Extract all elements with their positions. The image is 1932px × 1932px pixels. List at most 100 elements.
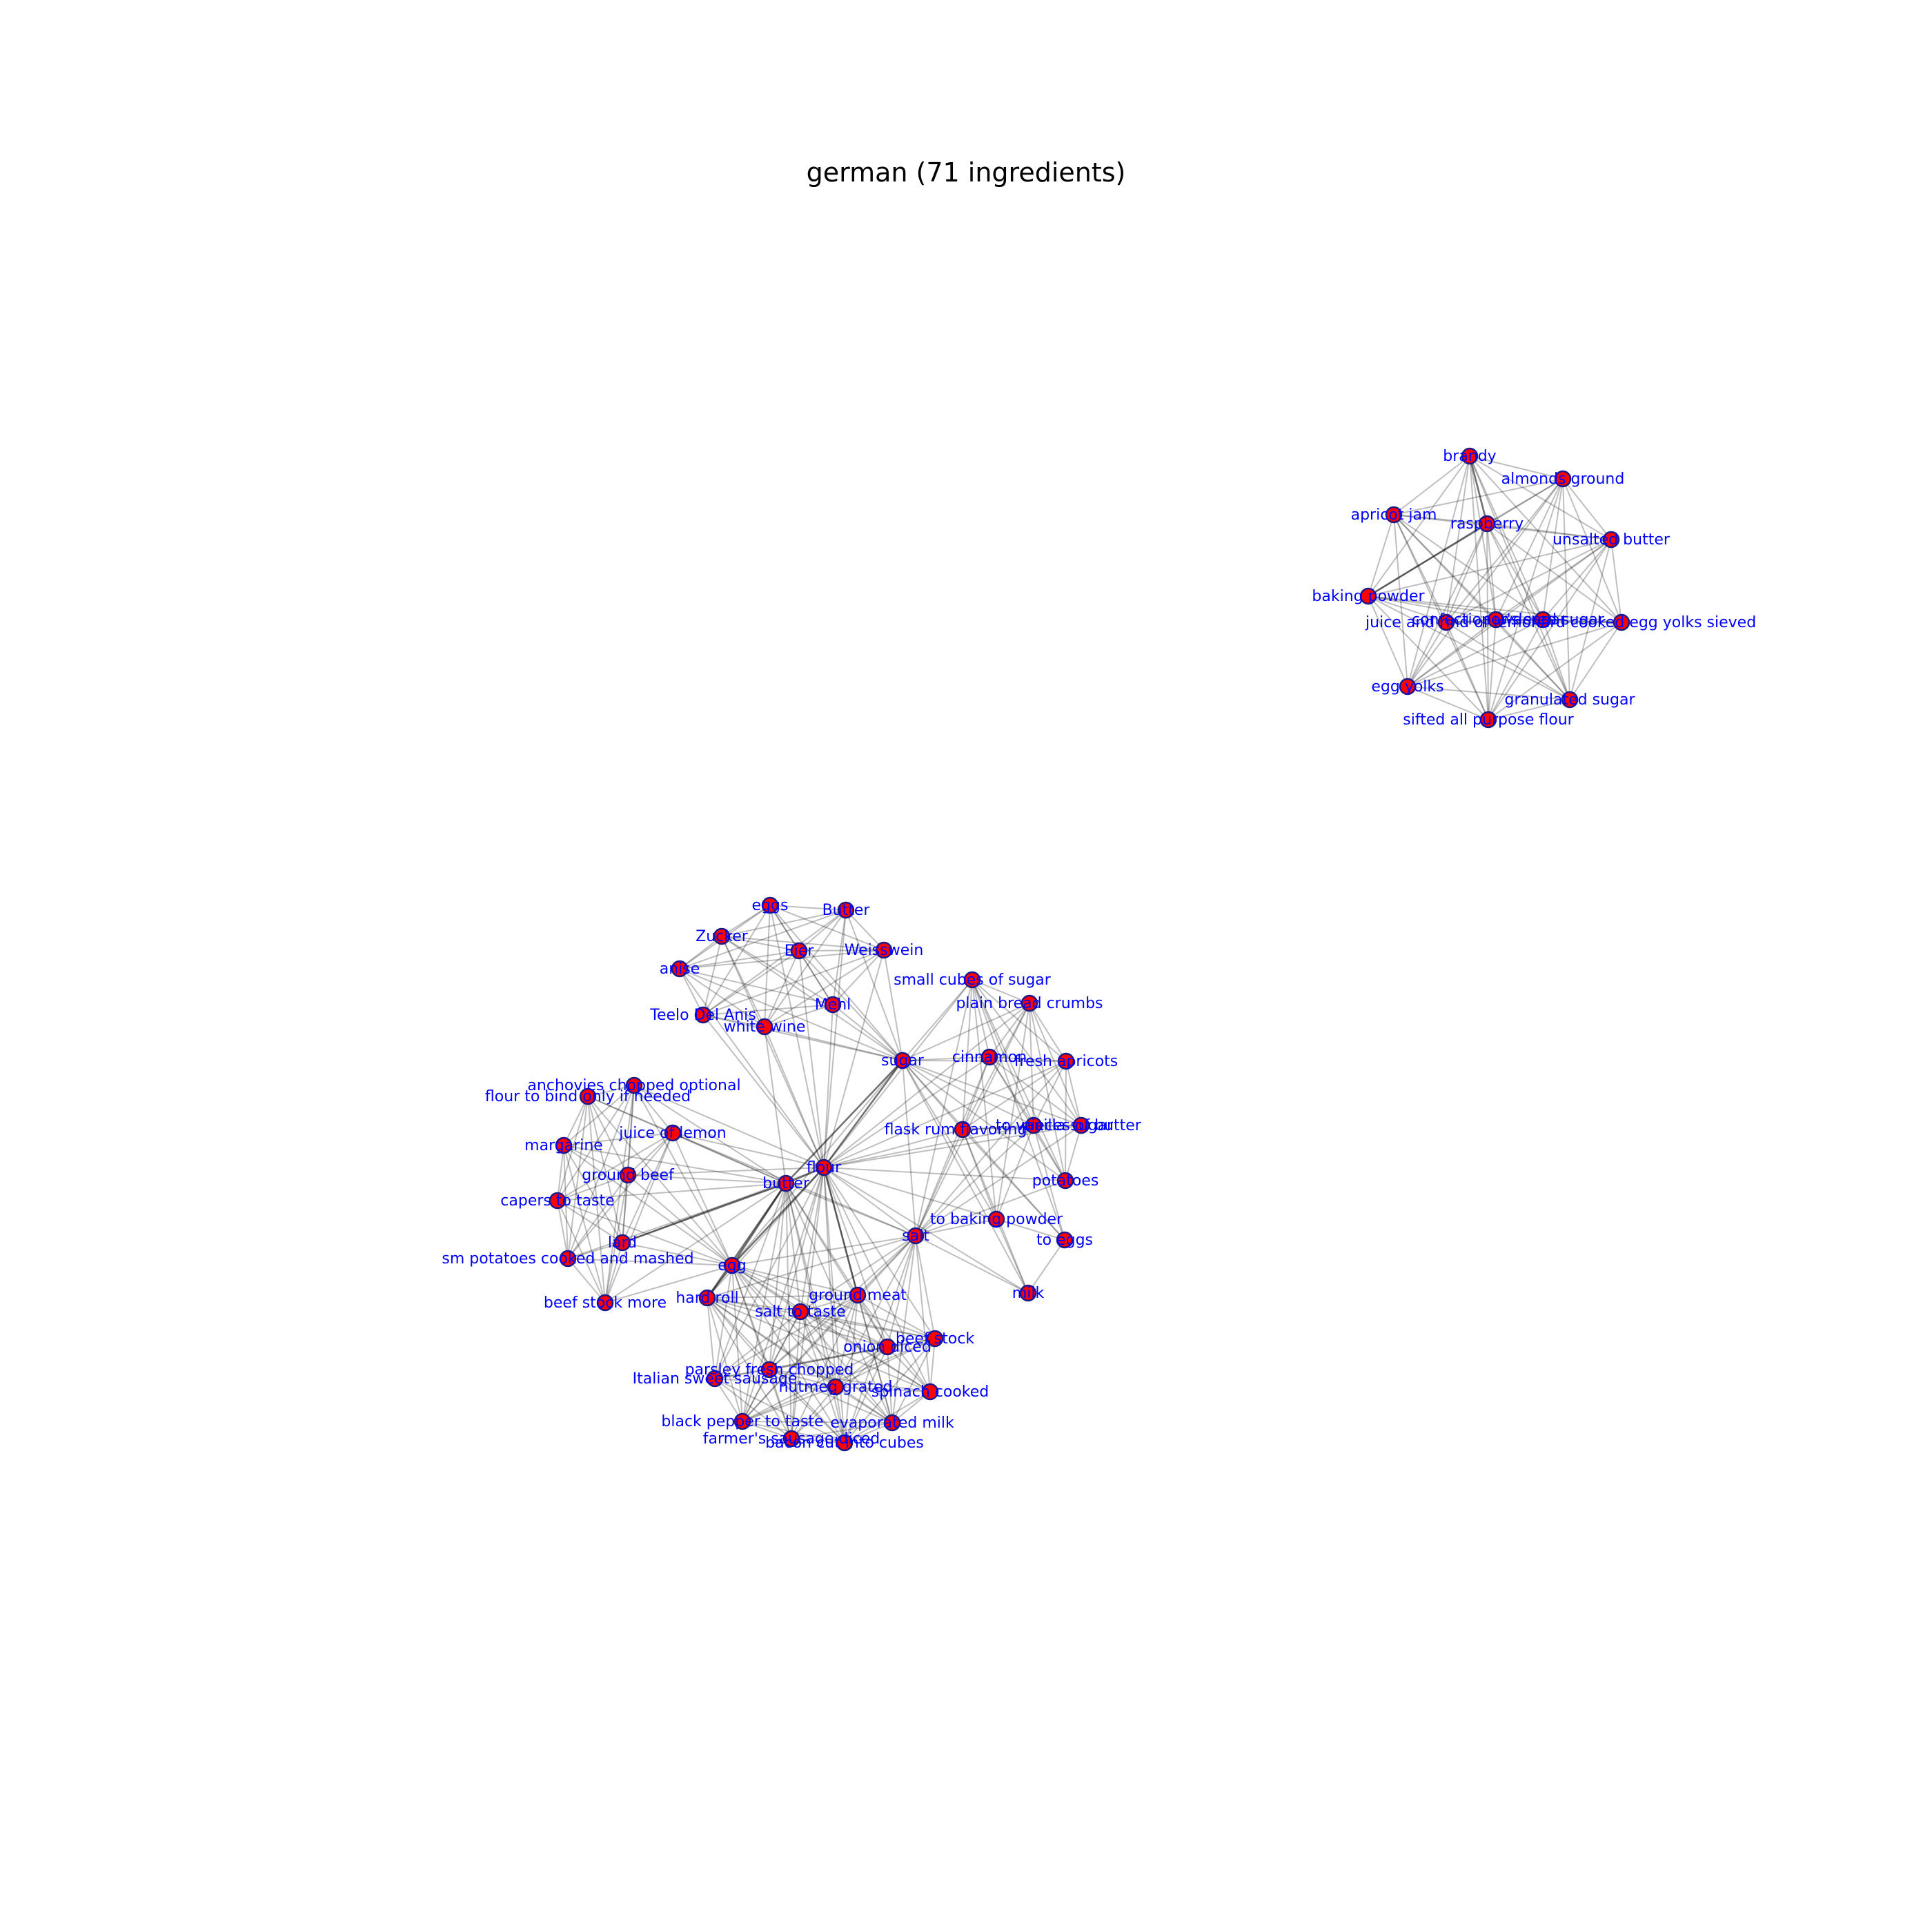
node-label-hard-cooked-egg-yolks-sieved: hard cooked egg yolks sieved xyxy=(1531,614,1756,631)
node-pieces-of-butter xyxy=(1072,1116,1090,1134)
edge-beef-stock--bacon-cut-into-cubes xyxy=(844,1338,936,1443)
node-label-sm-potatoes-cooked-and-mashed: sm potatoes cooked and mashed xyxy=(442,1250,693,1268)
node-juice-and-rind-of-lemon xyxy=(1437,613,1455,631)
edge-nutmeg-grated--bacon-cut-into-cubes xyxy=(835,1386,845,1443)
edge-to-baking-powder--flour xyxy=(823,1167,997,1220)
edge-butter--white-wine xyxy=(764,909,847,1027)
node-white-wine xyxy=(756,1018,773,1036)
edge-hard-roll--ground-meat xyxy=(707,1294,858,1299)
edge-juice-of-lemon--ground-beef xyxy=(627,1132,673,1176)
edge-brandy--hard-cooked-egg-yolks-sieved xyxy=(1469,455,1622,623)
edge-beef-stock-more--butter xyxy=(604,1183,787,1303)
edge-salt-to-taste--beef-stock xyxy=(800,1311,936,1339)
node-fresh-apricots xyxy=(1057,1052,1075,1070)
edge-beef-stock--parsley-fresh-chopped xyxy=(769,1338,936,1370)
edge-unsalted-butter--juice-and-rind-of-lemon xyxy=(1446,539,1612,623)
edge-salt--parsley-fresh-chopped xyxy=(769,1235,916,1370)
node-black-pepper-to-taste xyxy=(733,1412,751,1430)
node-label-salt-to-taste: salt to taste xyxy=(755,1303,845,1321)
edge-ground-meat--beef-stock xyxy=(857,1294,936,1339)
edge-small-cubes-of-sugar--to-vanilla-sugar xyxy=(972,979,1034,1126)
node-label-beef-stock: beef stock xyxy=(896,1330,974,1348)
node-flour-to-bind-only-if-needed xyxy=(579,1087,597,1105)
edge-apricot-jam--raspberry xyxy=(1393,514,1488,524)
edge-hard-roll--italian-sweet-sausage xyxy=(707,1297,716,1379)
node-label-salt: salt xyxy=(902,1228,929,1245)
edge-milk--salt xyxy=(915,1235,1029,1294)
edge-margarine--egg xyxy=(563,1145,733,1266)
node-brandy xyxy=(1461,447,1479,465)
edge-almonds-ground--sifted-all-purpose-flour xyxy=(1488,478,1564,720)
edge-to-vanilla-sugar--potatoes xyxy=(1033,1125,1066,1181)
node-label-nutmeg-grated: nutmeg grated xyxy=(778,1379,892,1396)
node-weisswein xyxy=(875,941,893,959)
node-label-granulated-sugar: granulated sugar xyxy=(1505,691,1636,709)
edge-juice-of-lemon--sm-potatoes-cooked-and-mashed xyxy=(567,1132,673,1259)
edge-to-vanilla-sugar--flour xyxy=(823,1125,1034,1168)
node-label-capers-to-taste: capers to taste xyxy=(500,1192,614,1210)
node-egg-yolks xyxy=(1399,678,1417,696)
node-flour xyxy=(815,1159,833,1176)
edge-salt--onion-diced xyxy=(887,1235,916,1348)
edge-salt-to-taste--nutmeg-grated xyxy=(800,1311,836,1388)
edge-salt-to-taste--parsley-fresh-chopped xyxy=(769,1311,801,1370)
edge-unsalted-butter--granulated-sugar xyxy=(1569,539,1612,700)
edge-flour--hard-roll xyxy=(707,1167,825,1299)
edge-baking-powder--hard-cooked-egg-yolks-sieved xyxy=(1368,595,1622,623)
edge-flour-to-bind-only-if-needed--margarine xyxy=(563,1096,589,1146)
edge-almonds-ground--hard-cooked-egg-yolks-sieved xyxy=(1562,478,1622,623)
edge-apricot-jam--confectioner-s-sugar xyxy=(1393,514,1497,620)
node-baking-powder xyxy=(1359,587,1377,605)
edge-cinnamon--salt xyxy=(915,1056,990,1236)
edge-baking-powder--powdered-sugar xyxy=(1368,595,1544,620)
edge-flour--black-pepper-to-taste xyxy=(742,1167,825,1422)
edge-butter--flour xyxy=(823,909,847,1168)
node-label-small-cubes-of-sugar: small cubes of sugar xyxy=(894,972,1052,989)
edge-zucker--anise xyxy=(679,936,722,969)
edge-butter--parsley-fresh-chopped xyxy=(769,1183,787,1370)
edge-anchovies-chopped-optional--capers-to-taste xyxy=(557,1085,635,1201)
node-butter xyxy=(777,1174,795,1192)
edge-brandy--powdered-sugar xyxy=(1469,455,1544,620)
node-label-plain-bread-crumbs: plain bread crumbs xyxy=(956,995,1103,1012)
node-label-baking-powder: baking powder xyxy=(1312,588,1425,605)
edge-juice-of-lemon--capers-to-taste xyxy=(557,1132,673,1201)
node-label-to-baking-powder: to baking powder xyxy=(930,1211,1063,1228)
edge-onion-diced--nutmeg-grated xyxy=(835,1346,888,1388)
edge-butter--onion-diced xyxy=(785,1183,888,1348)
edge-baking-powder--confectioner-s-sugar xyxy=(1368,595,1497,620)
edge-hard-roll--onion-diced xyxy=(707,1297,888,1348)
edge-sugar--potatoes xyxy=(902,1060,1066,1181)
node-label-powdered-sugar: powdered sugar xyxy=(1481,611,1605,629)
edge-confectioner-s-sugar--granulated-sugar xyxy=(1495,619,1570,700)
edge-egg--black-pepper-to-taste xyxy=(731,1265,743,1422)
edge-italian-sweet-sausage--black-pepper-to-taste xyxy=(714,1378,743,1422)
edge-zucker--eier xyxy=(721,936,800,952)
edge-salt-to-taste--evaporated-milk xyxy=(800,1311,893,1423)
edge-margarine--ground-beef xyxy=(563,1145,629,1176)
edge-flour--onion-diced xyxy=(823,1167,888,1348)
nodes-layer xyxy=(549,447,1630,1452)
node-label-confectioner-s-sugar: confectioner's sugar xyxy=(1412,611,1567,629)
node-label-unsalted-butter: unsalted butter xyxy=(1552,531,1670,549)
edge-flour--farmer-s-sausage-diced xyxy=(791,1167,825,1439)
edge-anchovies-chopped-optional--juice-of-lemon xyxy=(633,1085,673,1134)
edge-anchovies-chopped-optional--ground-beef xyxy=(627,1085,635,1176)
edge-cinnamon--to-vanilla-sugar xyxy=(989,1056,1034,1126)
edge-flour--salt-to-taste xyxy=(800,1167,825,1312)
edge-brandy--egg-yolks xyxy=(1407,455,1470,687)
edge-flour-to-bind-only-if-needed--juice-of-lemon xyxy=(587,1096,673,1134)
edge-sugar--to-baking-powder xyxy=(902,1060,997,1220)
node-label-pieces-of-butter: pieces of butter xyxy=(1021,1117,1142,1134)
edge-zucker--mehl xyxy=(721,936,834,1005)
edge-margarine--butter xyxy=(563,1145,787,1184)
node-label-evaporated-milk: evaporated milk xyxy=(830,1414,954,1432)
edge-butter--sugar xyxy=(845,909,903,1061)
edge-fresh-apricots--flask-rum-flavoring xyxy=(962,1061,1067,1130)
edge-sugar--flask-rum-flavoring xyxy=(902,1060,963,1130)
node-parsley-fresh-chopped xyxy=(760,1361,778,1379)
edge-egg--ground-meat xyxy=(731,1265,858,1296)
node-label-egg: egg xyxy=(718,1257,746,1274)
edge-plain-bread-crumbs--fresh-apricots xyxy=(1029,1003,1067,1062)
